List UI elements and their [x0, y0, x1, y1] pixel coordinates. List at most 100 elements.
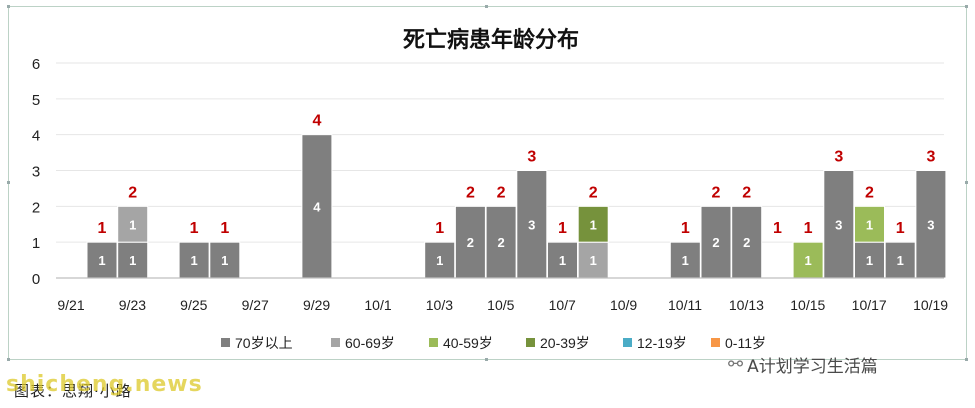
bar-segment: [86, 241, 118, 279]
bar-segment: [577, 205, 609, 243]
x-tick-label: 9/21: [57, 297, 84, 313]
x-tick-label: 9/29: [303, 297, 330, 313]
x-tick-label: 10/17: [852, 297, 887, 313]
legend-swatch: [526, 338, 535, 347]
y-tick-label: 2: [32, 199, 40, 216]
bar-segment-label: 1: [590, 217, 597, 232]
x-tick-label: 10/15: [790, 297, 825, 313]
x-tick-label: 10/19: [913, 297, 948, 313]
resize-handle[interactable]: [7, 181, 10, 184]
bar-total-label: 2: [742, 184, 751, 201]
bar-segment-label: 2: [467, 235, 474, 250]
x-tick-label: 10/11: [668, 297, 702, 313]
chart-frame: [7, 5, 968, 361]
x-tick-label: 10/3: [426, 297, 453, 313]
bar-segment: [547, 241, 578, 279]
y-tick-label: 6: [32, 56, 40, 73]
resize-handle[interactable]: [485, 5, 488, 8]
bar-segment-label: 4: [313, 199, 321, 214]
bar-segment-label: 2: [497, 235, 504, 250]
resize-handle[interactable]: [965, 358, 968, 361]
bar-total-label: 1: [558, 220, 567, 237]
bar-segment: [700, 205, 732, 279]
bar-segment-label: 3: [835, 217, 842, 232]
x-tick-label: 9/25: [180, 297, 207, 313]
legend-label: 12-19岁: [637, 335, 687, 351]
site-watermark: shicheng.news: [6, 372, 203, 397]
bar-total-label: 1: [190, 220, 199, 237]
x-tick-label: 9/27: [242, 297, 269, 313]
x-tick-label: 10/13: [729, 297, 764, 313]
bar-segment-label: 1: [590, 253, 597, 268]
bar-segment-label: 1: [866, 217, 873, 232]
bar-segment-label: 1: [804, 253, 811, 268]
bar-total-label: 3: [834, 149, 843, 166]
bar-segment: [117, 205, 149, 243]
bar-segment-label: 1: [866, 253, 873, 268]
bar-segment: [823, 170, 855, 279]
resize-handle[interactable]: [965, 181, 968, 184]
bar-total-label: 3: [926, 149, 935, 166]
account-name: A计划学习生活篇: [747, 357, 878, 377]
bar-total-label: 1: [220, 220, 229, 237]
bar-segment: [854, 205, 885, 243]
resize-handle[interactable]: [965, 5, 968, 8]
bar-segment: [669, 241, 701, 279]
legend-swatch: [221, 338, 230, 347]
legend-label: 70岁以上: [235, 335, 293, 351]
bar-segment: [209, 241, 241, 279]
x-tick-label: 9/23: [119, 297, 146, 313]
bar-segment: [424, 241, 456, 279]
resize-handle[interactable]: [7, 5, 10, 8]
bar-segment: [454, 205, 486, 279]
bar-segment-label: 1: [436, 253, 443, 268]
x-tick-label: 10/1: [364, 297, 391, 313]
legend-swatch: [623, 338, 632, 347]
resize-handle[interactable]: [7, 358, 10, 361]
legend-label: 40-59岁: [443, 335, 493, 351]
bar-total-label: 1: [98, 220, 107, 237]
bar-total-label: 2: [865, 184, 874, 201]
bar-segment: [792, 241, 824, 279]
y-tick-label: 0: [32, 271, 40, 288]
bar-segment-label: 1: [559, 253, 566, 268]
y-tick-label: 3: [32, 164, 40, 181]
bar-total-label: 1: [804, 220, 813, 237]
bar-total-label: 1: [896, 220, 905, 237]
x-tick-label: 10/9: [610, 297, 637, 313]
bar-segment-label: 1: [129, 217, 136, 232]
bar-segment-label: 1: [221, 253, 228, 268]
figure-caption: 图表：思翔·小路: [14, 382, 132, 400]
bar-total-label: 1: [681, 220, 690, 237]
legend-swatch: [429, 338, 438, 347]
legend-label: 0-11岁: [725, 335, 766, 351]
wechat-icon: ⚯: [728, 354, 744, 375]
account-watermark: ⚯ A计划学习生活篇: [728, 352, 878, 377]
bar-segment-label: 3: [528, 217, 535, 232]
bar-segment-label: 1: [682, 253, 689, 268]
bar-total-label: 2: [589, 184, 598, 201]
bar-segment-label: 2: [712, 235, 719, 250]
legend-swatch: [331, 338, 340, 347]
bar-segment-label: 3: [927, 217, 934, 232]
bar-total-label: 1: [435, 220, 444, 237]
bar-segment-label: 1: [98, 253, 105, 268]
bar-segment: [884, 241, 916, 279]
bar-total-label: 2: [128, 184, 137, 201]
bar-segment: [731, 205, 763, 279]
bar-total-label: 4: [312, 113, 321, 130]
bar-total-label: 1: [773, 220, 782, 237]
y-tick-label: 1: [32, 235, 40, 252]
bar-segment-label: 1: [897, 253, 904, 268]
bar-total-label: 3: [527, 149, 536, 166]
legend-swatch: [711, 338, 720, 347]
y-tick-label: 5: [32, 92, 40, 109]
x-tick-label: 10/7: [549, 297, 576, 313]
legend-label: 20-39岁: [540, 335, 590, 351]
resize-handle[interactable]: [485, 358, 488, 361]
chart-title: 死亡病患年龄分布: [403, 27, 579, 53]
x-tick-label: 10/5: [487, 297, 514, 313]
bar-segment: [485, 205, 517, 279]
legend-label: 60-69岁: [345, 335, 395, 351]
